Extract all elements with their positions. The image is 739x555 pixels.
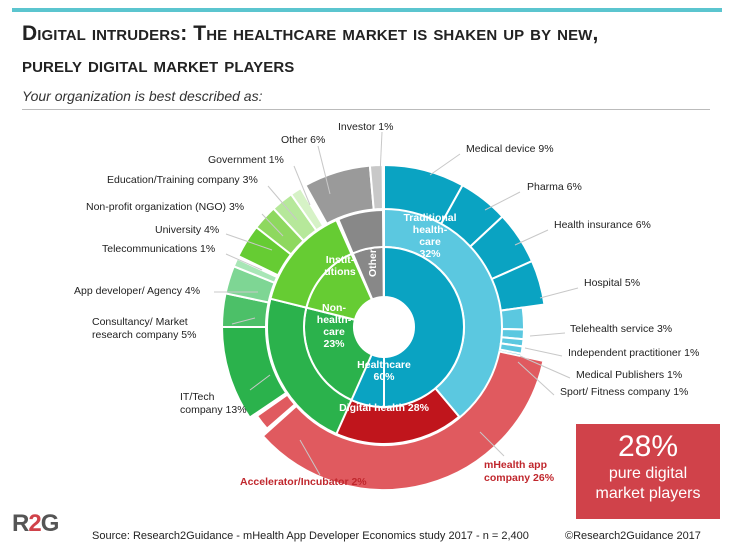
outer-label-20-1: Investor 1% [338,121,393,133]
leader-line-9 [479,431,505,457]
label-non-healthcare-line-2: health- [317,314,352,326]
outer-segment-14 [232,257,279,285]
leader-line-15 [225,233,273,251]
logo-mark: R2G [12,510,59,537]
question-subtitle: Your organization is best described as: [22,88,263,104]
label-non-healthcare-line-4: 23% [323,338,345,350]
outer-label-14-1: Telecommunications 1% [102,243,215,255]
middle-segment-other [336,208,385,255]
outer-segment-18 [289,186,325,232]
leader-line-1 [429,153,461,176]
outer-label-9-1: mHealth app [484,459,547,471]
outer-label-2-1: Pharma 6% [527,181,582,193]
label-digital-health-line-1: Digital health 28% [339,402,430,414]
top-accent-bar [12,8,722,12]
outer-label-8-1: Sport/ Fitness company 1% [560,386,688,398]
outer-segment-10 [255,393,297,431]
outer-label-17-1: Education/Training company 3% [107,174,258,186]
label-non-healthcare-line-1: Non- [322,302,346,314]
outer-label-13-1: App developer/ Agency 4% [74,285,200,297]
leader-line-4 [539,287,579,299]
leader-line-6 [524,347,563,357]
outer-segment-5 [499,306,525,331]
outer-label-19-1: Other 6% [281,134,325,146]
outer-label-15-1: University 4% [155,224,219,236]
leader-line-10 [299,439,321,476]
divider-rule [22,109,710,110]
outer-label-1-1: Medical device 9% [466,143,554,155]
leader-line-12 [231,317,256,325]
center-hole [354,297,414,357]
outer-label-4-1: Hospital 5% [584,277,640,289]
leader-line-5 [529,332,566,337]
title-line-2: purely digital market players [22,54,295,77]
label-traditional-healthcare-line-4: 32% [419,248,441,260]
label-institutions-line-1: Instit- [326,254,355,266]
leader-line-14 [225,253,263,271]
label-traditional-healthcare-line-1: Traditional [403,212,456,224]
outer-segment-20 [368,163,384,211]
label-institutions-line-2: utions [324,266,356,278]
outer-label-6-1: Independent practitioner 1% [568,347,699,359]
source-note: Source: Research2Guidance - mHealth App … [92,530,529,542]
outer-label-5-1: Telehealth service 3% [570,323,672,335]
outer-label-11-2: company 13% [180,404,247,416]
outer-label-9-2: company 26% [484,472,555,484]
callout-text-2: market players [595,485,701,502]
outer-label-12-1: Consultancy/ Market [92,316,188,328]
outer-segment-9 [261,350,545,491]
outer-label-12-2: research company 5% [92,329,196,341]
callout-value: 28% [617,430,679,463]
leader-line-8 [517,361,555,396]
outer-label-10-1: Accelerator/Incubator 2% [240,476,367,488]
callout-text-1: pure digital [608,465,688,482]
r2g-logo: R2G [12,510,82,550]
leader-line-18 [293,165,311,206]
leader-line-11 [249,374,271,391]
leader-line-16 [261,213,284,237]
outer-label-7-1: Medical Publishers 1% [576,369,682,381]
leader-line-7 [519,355,571,379]
copyright-note: ©Research2Guidance 2017 [565,530,701,542]
outer-label-16-1: Non-profit organization (NGO) 3% [86,201,244,213]
outer-label-18-1: Government 1% [208,154,284,166]
label-healthcare-line-2: 60% [373,371,395,383]
callout-box: 28% pure digital market players [576,424,720,519]
label-healthcare-line-1: Healthcare [357,359,411,371]
middle-segment-institutions [269,218,353,309]
leader-line-2 [484,191,521,211]
label-traditional-healthcare-line-2: health- [413,224,448,236]
leader-line-20 [379,131,383,176]
leader-line-19 [317,145,331,195]
outer-segment-8 [498,342,524,355]
outer-label-11-1: IT/Tech [180,391,215,403]
label-non-healthcare-line-3: care [323,326,345,338]
leader-line-17 [267,185,298,221]
label-other: Other [367,249,379,277]
outer-label-3-1: Health insurance 6% [554,219,651,231]
label-traditional-healthcare-line-3: care [419,236,441,248]
title-line-1: Digital intruders: The healthcare market… [22,22,599,45]
page-title: Digital intruders: The healthcare market… [22,18,722,82]
leader-line-3 [514,229,549,246]
